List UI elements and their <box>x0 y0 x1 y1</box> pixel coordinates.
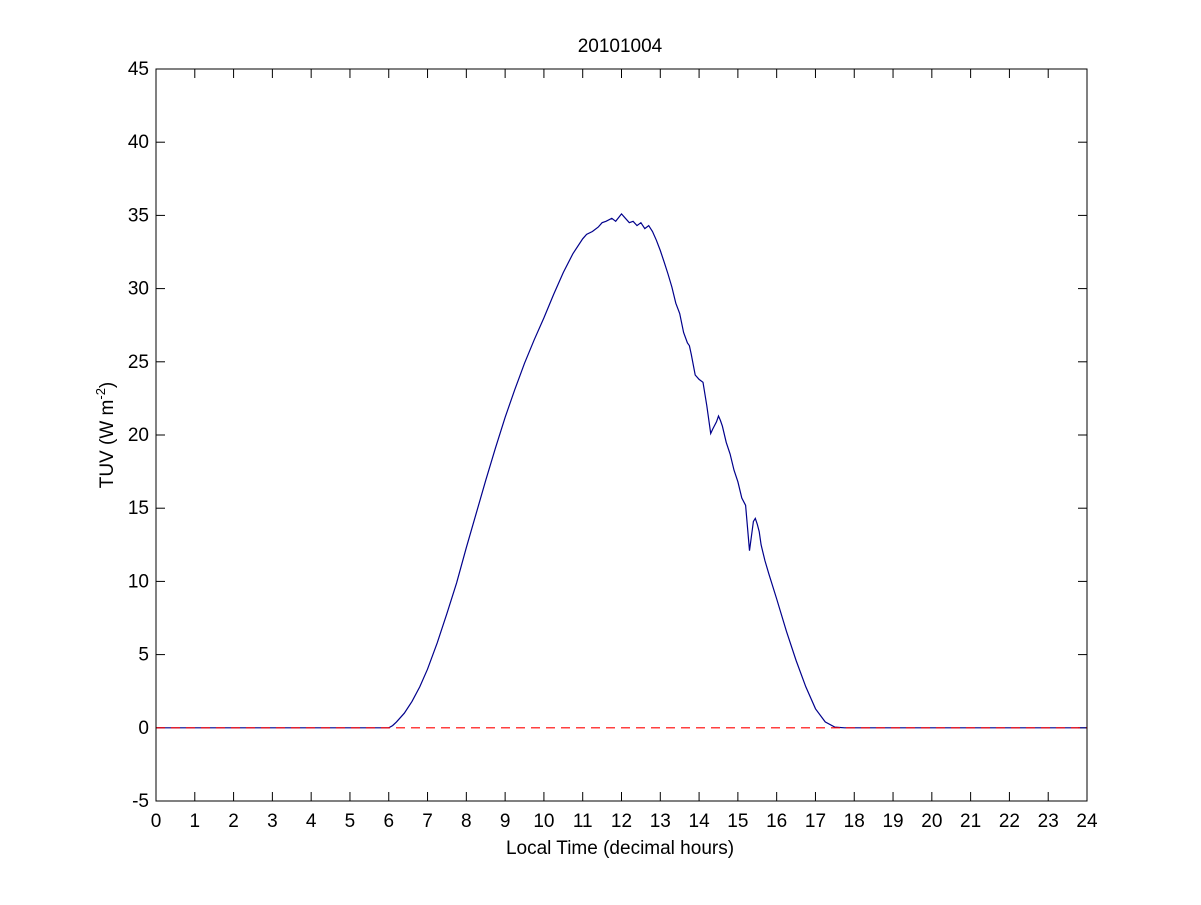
x-tick-label: 18 <box>844 811 865 832</box>
y-tick-label: 35 <box>128 205 149 226</box>
x-tick-label: 8 <box>461 811 472 832</box>
y-tick-label: 45 <box>128 59 149 80</box>
x-tick-label: 0 <box>151 811 162 832</box>
y-tick-label: 30 <box>128 279 149 300</box>
plot-frame <box>155 68 1088 802</box>
x-tick-label: 2 <box>228 811 239 832</box>
x-tick-label: 6 <box>383 811 394 832</box>
x-tick-label: 15 <box>727 811 748 832</box>
x-tick-label: 10 <box>533 811 554 832</box>
x-tick-label: 12 <box>611 811 632 832</box>
x-axis-ticks: 0 1 2 3 4 5 6 7 8 9 10 11 12 13 14 15 16 17 18 19 20 21 22 23 24 <box>151 69 1098 832</box>
x-tick-label: 4 <box>306 811 317 832</box>
y-tick-label: 10 <box>128 571 149 592</box>
y-tick-label: 5 <box>138 645 149 666</box>
y-tick-label: 0 <box>138 718 149 739</box>
x-tick-label: 14 <box>689 811 711 832</box>
x-tick-label: 21 <box>960 811 981 832</box>
x-tick-label: 20 <box>921 811 942 832</box>
x-tick-label: 1 <box>190 811 201 832</box>
y-axis-label-suffix: ) <box>97 382 118 388</box>
x-tick-label: 5 <box>345 811 356 832</box>
x-tick-label: 7 <box>422 811 433 832</box>
chart-title: 20101004 <box>578 36 663 57</box>
x-tick-label: 19 <box>882 811 903 832</box>
x-tick-label: 16 <box>766 811 787 832</box>
x-tick-label: 23 <box>1038 811 1059 832</box>
y-tick-label: -5 <box>132 791 149 812</box>
x-tick-label: 22 <box>999 811 1020 832</box>
x-tick-label: 11 <box>573 811 593 832</box>
y-tick-label: 20 <box>128 425 149 446</box>
y-tick-label: 15 <box>128 498 149 519</box>
y-tick-label: 25 <box>128 352 149 373</box>
y-axis-label-text: TUV (W m <box>97 400 118 489</box>
x-tick-label: 24 <box>1076 811 1098 832</box>
x-tick-label: 3 <box>267 811 278 832</box>
plot-series <box>156 212 1087 729</box>
tuv-line <box>156 212 1087 729</box>
y-axis-ticks: -5 0 5 10 15 20 25 30 35 40 45 <box>128 59 1087 812</box>
x-tick-label: 9 <box>500 811 511 832</box>
x-tick-label: 13 <box>650 811 671 832</box>
y-axis-label-superscript: -2 <box>93 388 108 400</box>
y-axis-label: TUV (W m-2) <box>93 382 118 489</box>
y-tick-label: 40 <box>128 132 149 153</box>
x-axis-label: Local Time (decimal hours) <box>506 838 734 859</box>
x-tick-label: 17 <box>805 811 826 832</box>
